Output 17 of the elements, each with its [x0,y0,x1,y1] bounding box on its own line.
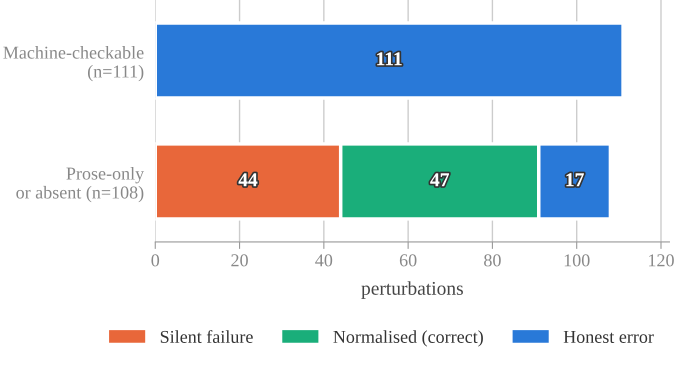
data-label: 47 [430,173,449,186]
legend-label: Silent failure [160,330,253,343]
x-tick-label: 20 [231,254,248,266]
data-label: 17 [566,173,584,186]
legend-label: Honest error [564,330,654,343]
x-tick-label: 120 [649,254,674,266]
legend-label: Normalised (correct) [333,330,483,347]
x-tick-label: 100 [564,254,590,266]
y-tick-label: Machine-checkable (n=111) [3,46,144,82]
x-axis-title: perturbations [361,281,463,299]
data-label: 111 [377,52,402,66]
y-tick-label: Prose-only or absent (n=108) [16,166,144,202]
x-tick-label: 40 [315,254,332,266]
x-tick-label: 80 [484,254,501,266]
x-tick-label: 0 [151,254,160,266]
data-label: 44 [238,173,258,186]
x-tick-label: 60 [400,254,416,266]
